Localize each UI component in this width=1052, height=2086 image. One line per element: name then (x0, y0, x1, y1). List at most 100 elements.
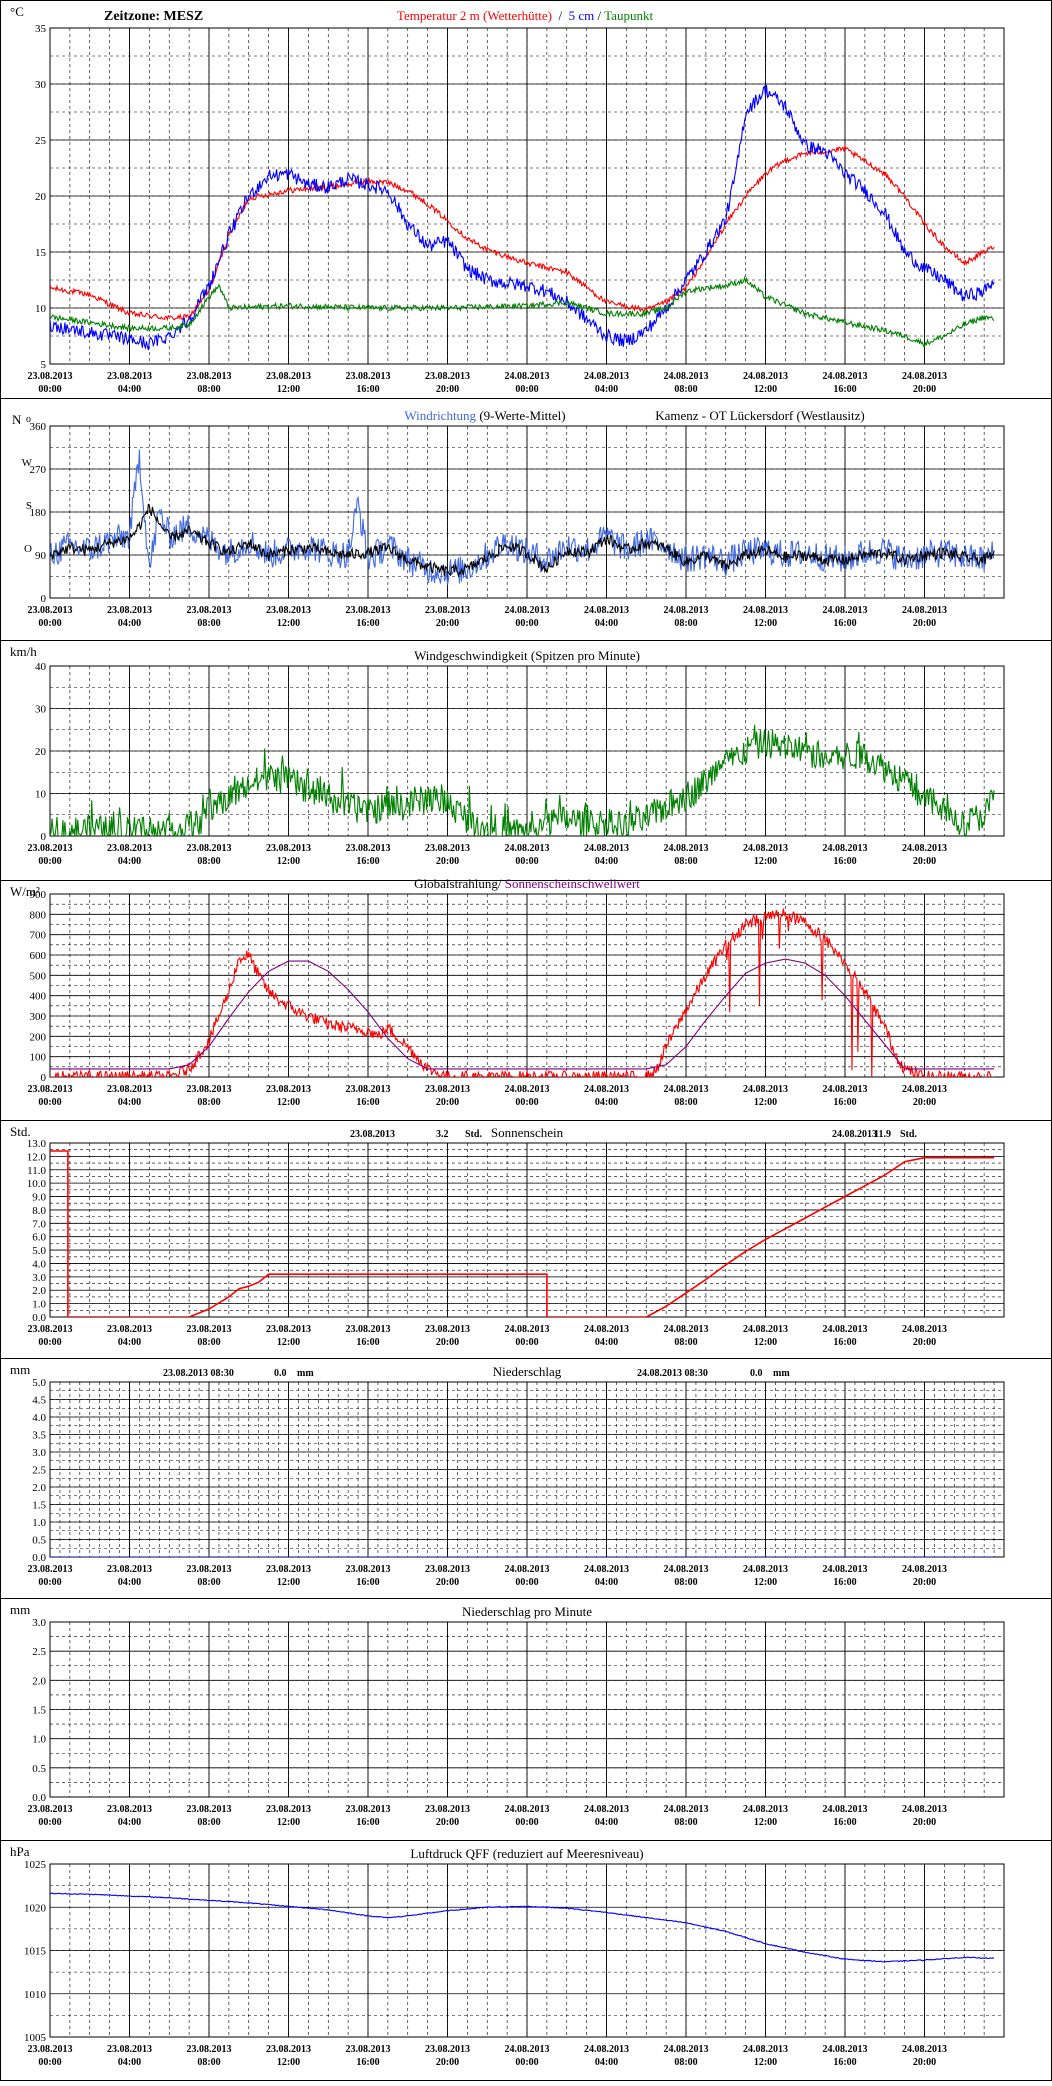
x-tick-date: 24.08.2013 (743, 843, 788, 854)
y-tick-label: 360 (30, 421, 47, 433)
y-tick-label: 0.0 (32, 1552, 46, 1564)
y-tick-label: 25 (35, 135, 47, 147)
chart-title-part: Sonnenschein (491, 1125, 564, 1140)
y-tick-label: 400 (30, 991, 47, 1003)
y-tick-label: 900 (30, 889, 47, 901)
x-tick-date: 23.08.2013 (346, 1084, 391, 1095)
x-tick-date: 24.08.2013 (584, 843, 629, 854)
x-tick-time: 08:00 (674, 1337, 697, 1348)
y-tick-label: 20 (35, 191, 47, 203)
plot-frame (49, 893, 1005, 1078)
x-tick-time: 16:00 (833, 1097, 856, 1108)
x-tick-time: 04:00 (118, 1577, 141, 1588)
chart-panel-winddir: 0 90 180 270 360 O S W N o Windrichtung (9-Werte-M… (0, 408, 1052, 641)
x-tick-time: 16:00 (356, 1337, 379, 1348)
annotation-date: 24.08.2013 (832, 1129, 877, 1140)
x-tick-time: 12:00 (754, 1817, 777, 1828)
x-tick-date: 24.08.2013 (584, 605, 629, 616)
y-tick-label: 0.0 (32, 1312, 46, 1324)
chart-title-part: Sonnenscheinschwellwert (505, 876, 640, 891)
x-tick-time: 12:00 (754, 1337, 777, 1348)
x-tick-time: 20:00 (436, 1817, 459, 1828)
chart-title: Temperatur 2 m (Wetterhütte) / 5 cm / Ta… (397, 8, 654, 23)
x-tick-date: 23.08.2013 (28, 1084, 73, 1095)
x-tick-time: 20:00 (436, 384, 459, 395)
x-tick-time: 20:00 (436, 618, 459, 629)
x-tick-time: 00:00 (38, 1097, 61, 1108)
x-tick-time: 20:00 (913, 1817, 936, 1828)
x-tick-time: 16:00 (833, 1337, 856, 1348)
x-tick-time: 16:00 (833, 1817, 856, 1828)
x-tick-time: 12:00 (754, 1097, 777, 1108)
x-tick-date: 23.08.2013 (187, 371, 232, 382)
x-tick-time: 08:00 (197, 1097, 220, 1108)
y-tick-label: 11.0 (27, 1165, 46, 1177)
chart-title-part: / (594, 8, 604, 23)
x-tick-time: 00:00 (515, 856, 538, 867)
y-tick-label: 20 (35, 746, 47, 758)
chart-title-part: (9-Werte-Mittel) (476, 408, 566, 423)
annotation-date: 23.08.2013 (350, 1129, 395, 1140)
x-tick-time: 16:00 (356, 1577, 379, 1588)
x-tick-time: 16:00 (356, 618, 379, 629)
x-tick-time: 20:00 (913, 856, 936, 867)
x-tick-date: 23.08.2013 (425, 1564, 470, 1575)
x-tick-time: 00:00 (515, 2057, 538, 2068)
x-tick-date: 24.08.2013 (743, 605, 788, 616)
x-tick-time: 20:00 (436, 1337, 459, 1348)
x-tick-date: 23.08.2013 (107, 2044, 152, 2055)
x-tick-date: 24.08.2013 (902, 1084, 947, 1095)
x-tick-time: 00:00 (515, 1817, 538, 1828)
x-tick-date: 23.08.2013 (187, 1564, 232, 1575)
x-tick-date: 23.08.2013 (346, 843, 391, 854)
x-tick-time: 04:00 (595, 384, 618, 395)
x-tick-date: 24.08.2013 (823, 1564, 868, 1575)
x-tick-time: 04:00 (118, 2057, 141, 2068)
x-tick-date: 24.08.2013 (664, 605, 709, 616)
y-tick-label: 13.0 (27, 1138, 47, 1150)
annotation-unit: mm (773, 1368, 790, 1379)
x-tick-date: 23.08.2013 (266, 1084, 311, 1095)
x-tick-date: 24.08.2013 (823, 2044, 868, 2055)
annotation-unit: Std. (465, 1129, 482, 1140)
chart-title-part: Globalstrahlung/ (414, 876, 505, 891)
x-tick-time: 16:00 (356, 2057, 379, 2068)
x-tick-time: 12:00 (754, 856, 777, 867)
x-tick-time: 08:00 (674, 384, 697, 395)
x-tick-date: 24.08.2013 (743, 1564, 788, 1575)
y-tick-label: 4.5 (32, 1395, 46, 1407)
y-tick-label: 800 (30, 909, 47, 921)
annotation-unit: Std. (900, 1129, 917, 1140)
y-tick-label: 8.0 (32, 1205, 46, 1217)
x-tick-date: 23.08.2013 (266, 371, 311, 382)
y-tick-label: 1025 (24, 1859, 47, 1871)
y-tick-label: 1015 (24, 1946, 47, 1958)
x-tick-date: 23.08.2013 (28, 2044, 73, 2055)
series-line-winddir-0 (50, 449, 995, 585)
grid-winddir (49, 425, 1005, 599)
y-tick-label: 10.0 (27, 1178, 47, 1190)
x-tick-date: 23.08.2013 (107, 1564, 152, 1575)
x-tick-date: 23.08.2013 (266, 1324, 311, 1335)
x-tick-date: 24.08.2013 (743, 1804, 788, 1815)
x-tick-date: 23.08.2013 (425, 1804, 470, 1815)
x-tick-time: 04:00 (595, 2057, 618, 2068)
x-tick-date: 24.08.2013 (505, 605, 550, 616)
x-tick-time: 00:00 (38, 618, 61, 629)
x-tick-date: 23.08.2013 (28, 843, 73, 854)
x-tick-time: 00:00 (38, 1337, 61, 1348)
x-tick-date: 23.08.2013 (107, 605, 152, 616)
x-tick-date: 24.08.2013 (584, 1804, 629, 1815)
y-tick-label: 0.5 (32, 1535, 46, 1547)
y-tick-label: 2.5 (32, 1646, 46, 1658)
x-tick-time: 08:00 (674, 618, 697, 629)
x-tick-time: 08:00 (674, 1817, 697, 1828)
x-tick-date: 24.08.2013 (664, 1804, 709, 1815)
x-tick-time: 20:00 (913, 618, 936, 629)
compass-label-top: N (12, 412, 22, 427)
y-tick-label: 2.0 (32, 1675, 46, 1687)
x-tick-date: 24.08.2013 (664, 1084, 709, 1095)
x-tick-time: 20:00 (436, 2057, 459, 2068)
